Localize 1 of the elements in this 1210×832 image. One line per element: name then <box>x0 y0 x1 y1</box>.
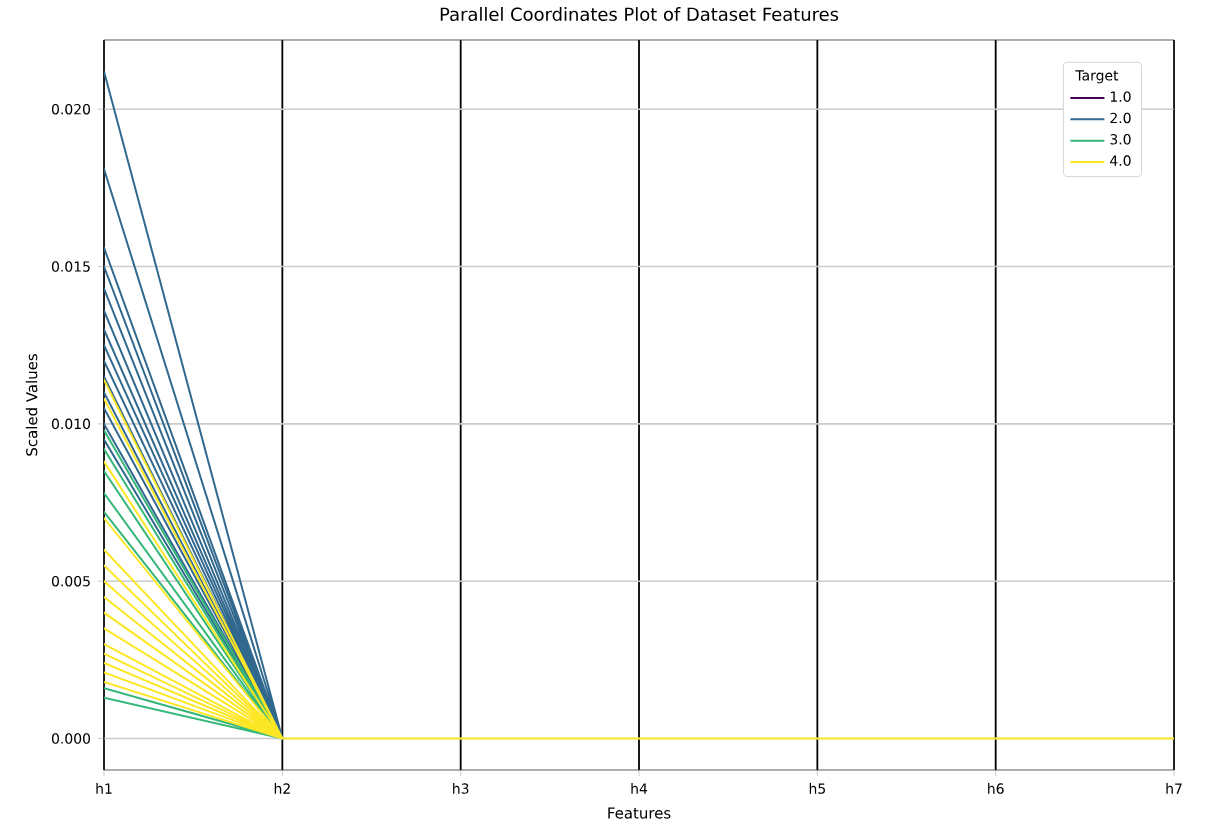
chart-title: Parallel Coordinates Plot of Dataset Features <box>440 7 839 21</box>
